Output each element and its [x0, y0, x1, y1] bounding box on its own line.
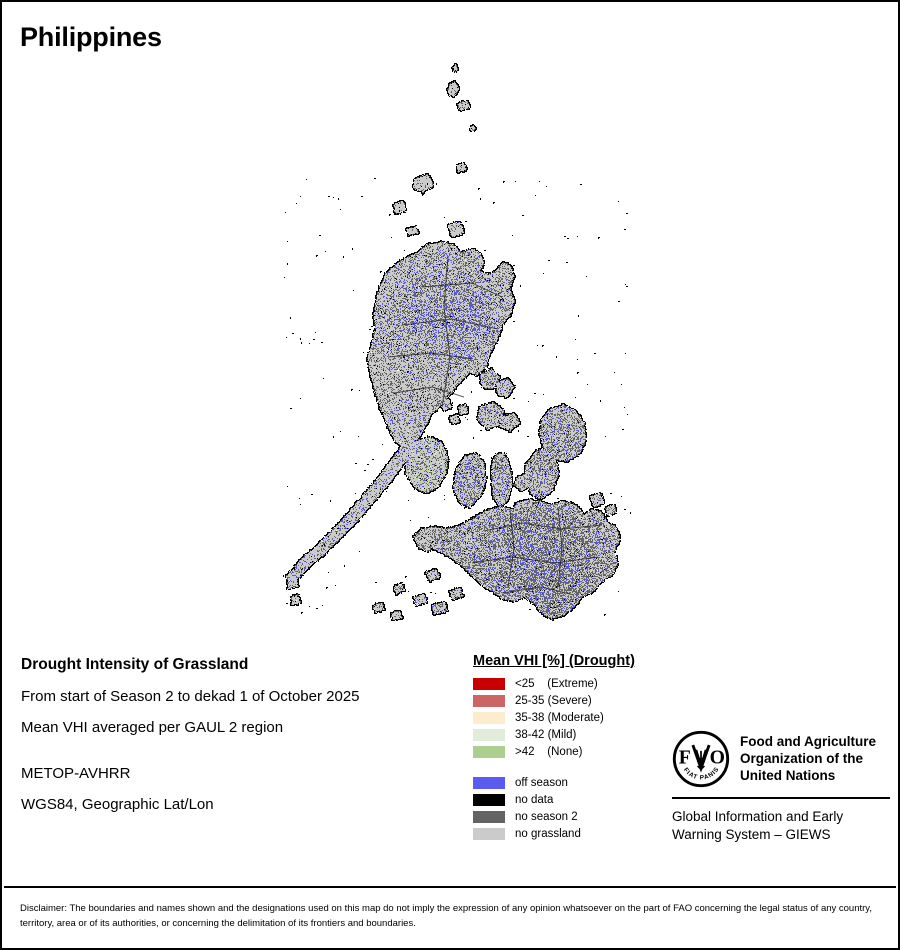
legend-item-moderate: 35-38 (Moderate)	[473, 709, 673, 726]
fao-attribution: F O FIAT PANIS Food and Agriculture Orga	[672, 730, 892, 844]
description-period: From start of Season 2 to dekad 1 of Oct…	[21, 687, 360, 705]
page-title: Philippines	[20, 22, 162, 52]
legend-swatch-no-grassland	[473, 827, 505, 840]
legend-group-spacer	[473, 760, 673, 774]
legend-swatch-no-data	[473, 793, 505, 806]
legend-item-none: >42 (None)	[473, 743, 673, 760]
legend-item-no-data: no data	[473, 791, 673, 808]
legend-swatch-none	[473, 745, 505, 758]
fao-org-line-3: United Nations	[740, 768, 836, 784]
description-metric: Mean VHI averaged per GAUL 2 region	[21, 718, 284, 736]
fao-organization-name: Food and Agriculture Organization of the…	[740, 730, 876, 784]
legend-label-mild: 38-42 (Mild)	[515, 728, 577, 741]
fao-header: F O FIAT PANIS Food and Agriculture Orga	[672, 730, 892, 788]
philippines-drought-map	[2, 57, 898, 642]
disclaimer-separator	[4, 886, 896, 888]
legend-item-no-grassland: no grassland	[473, 825, 673, 842]
legend-item-off-season: off season	[473, 774, 673, 791]
fao-logo-icon: F O FIAT PANIS	[672, 730, 730, 788]
legend-item-mild: 38-42 (Mild)	[473, 726, 673, 743]
legend-label-no-grassland: no grassland	[515, 827, 581, 840]
legend-swatch-no-season-2	[473, 810, 505, 823]
description-heading: Drought Intensity of Grassland	[21, 656, 249, 673]
legend-label-extreme: <25 (Extreme)	[515, 677, 598, 690]
giews-programme-name: Global Information and Early Warning Sys…	[672, 808, 892, 844]
legend-swatch-off-season	[473, 776, 505, 789]
legend-swatch-severe	[473, 694, 505, 707]
legend-label-no-season-2: no season 2	[515, 810, 578, 823]
map-description: Drought Intensity of Grassland From star…	[21, 657, 451, 828]
legend-item-severe: 25-35 (Severe)	[473, 692, 673, 709]
fao-org-line-1: Food and Agriculture	[740, 734, 876, 749]
legend-swatch-moderate	[473, 711, 505, 724]
giews-line-1: Global Information and Early	[672, 809, 844, 824]
legend-item-no-season-2: no season 2	[473, 808, 673, 825]
description-spacer	[21, 751, 451, 766]
description-projection: WGS84, Geographic Lat/Lon	[21, 795, 214, 813]
legend-swatch-mild	[473, 728, 505, 741]
svg-text:F: F	[679, 747, 691, 769]
legend-item-extreme: <25 (Extreme)	[473, 675, 673, 692]
legend-label-severe: 25-35 (Severe)	[515, 694, 592, 707]
legend-swatch-extreme	[473, 677, 505, 690]
legend-title: Mean VHI [%] (Drought)	[473, 653, 635, 669]
legend-label-none: >42 (None)	[515, 745, 583, 758]
svg-text:O: O	[710, 747, 725, 769]
fao-org-line-2: Organization of the	[740, 751, 863, 767]
disclaimer-text: Disclaimer: The boundaries and names sho…	[20, 903, 872, 929]
legend-label-off-season: off season	[515, 776, 568, 789]
map-figure	[2, 57, 898, 642]
legend-label-no-data: no data	[515, 793, 554, 806]
fao-divider	[672, 797, 890, 799]
legend-label-moderate: 35-38 (Moderate)	[515, 711, 604, 724]
description-sensor: METOP-AVHRR	[21, 764, 131, 782]
giews-line-2: Warning System – GIEWS	[672, 826, 831, 842]
map-legend: Mean VHI [%] (Drought) <25 (Extreme) 25-…	[473, 653, 673, 842]
